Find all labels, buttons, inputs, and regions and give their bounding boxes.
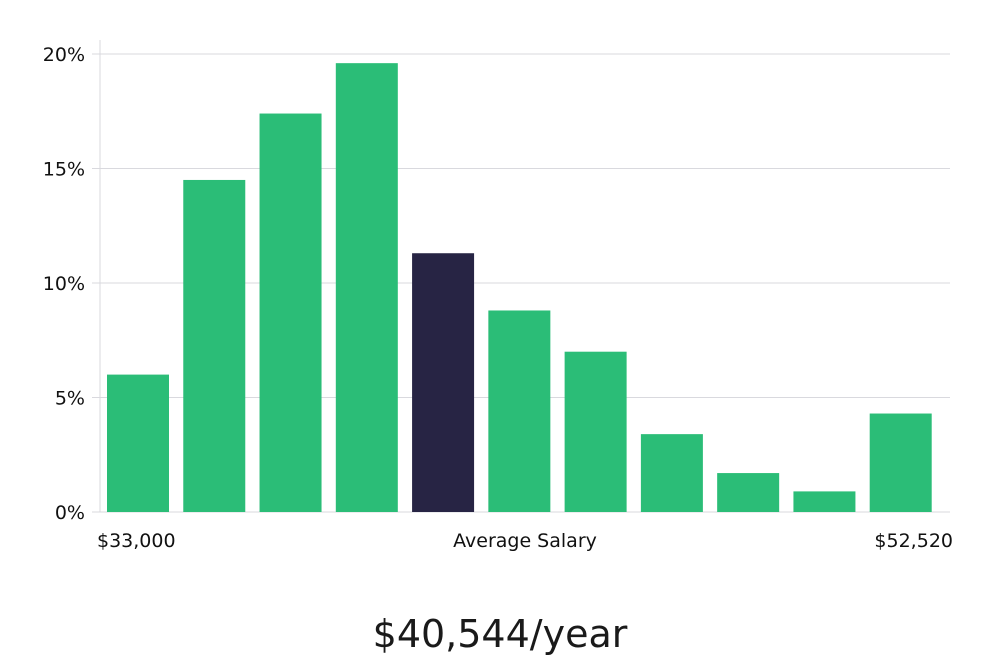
bar (335, 63, 398, 512)
y-tick-label: 20% (43, 44, 85, 66)
bar (640, 434, 703, 512)
bar (259, 113, 322, 512)
y-tick-label: 0% (55, 502, 85, 524)
x-labels: $33,000 Average Salary $52,520 (97, 530, 953, 552)
bar (107, 374, 169, 512)
bar-average-salary (412, 253, 475, 513)
bars (107, 63, 932, 513)
bar (793, 491, 856, 512)
y-tick-label: 10% (43, 273, 85, 295)
y-tick-label: 15% (43, 159, 85, 181)
bar (183, 179, 246, 512)
average-salary-value: $40,544/year (372, 612, 628, 656)
bar (564, 351, 627, 512)
y-tick-labels: 0% 5% 10% 15% 20% (43, 44, 85, 524)
y-tick-label: 5% (55, 388, 85, 410)
x-label-max: $52,520 (874, 530, 953, 552)
x-label-min: $33,000 (97, 530, 176, 552)
bar (869, 413, 932, 512)
bar (488, 310, 551, 512)
bar (717, 473, 780, 512)
histogram-svg: 0% 5% 10% 15% 20% $33,000 Average Salary $52… (43, 40, 953, 552)
x-label-average: Average Salary (453, 530, 597, 552)
